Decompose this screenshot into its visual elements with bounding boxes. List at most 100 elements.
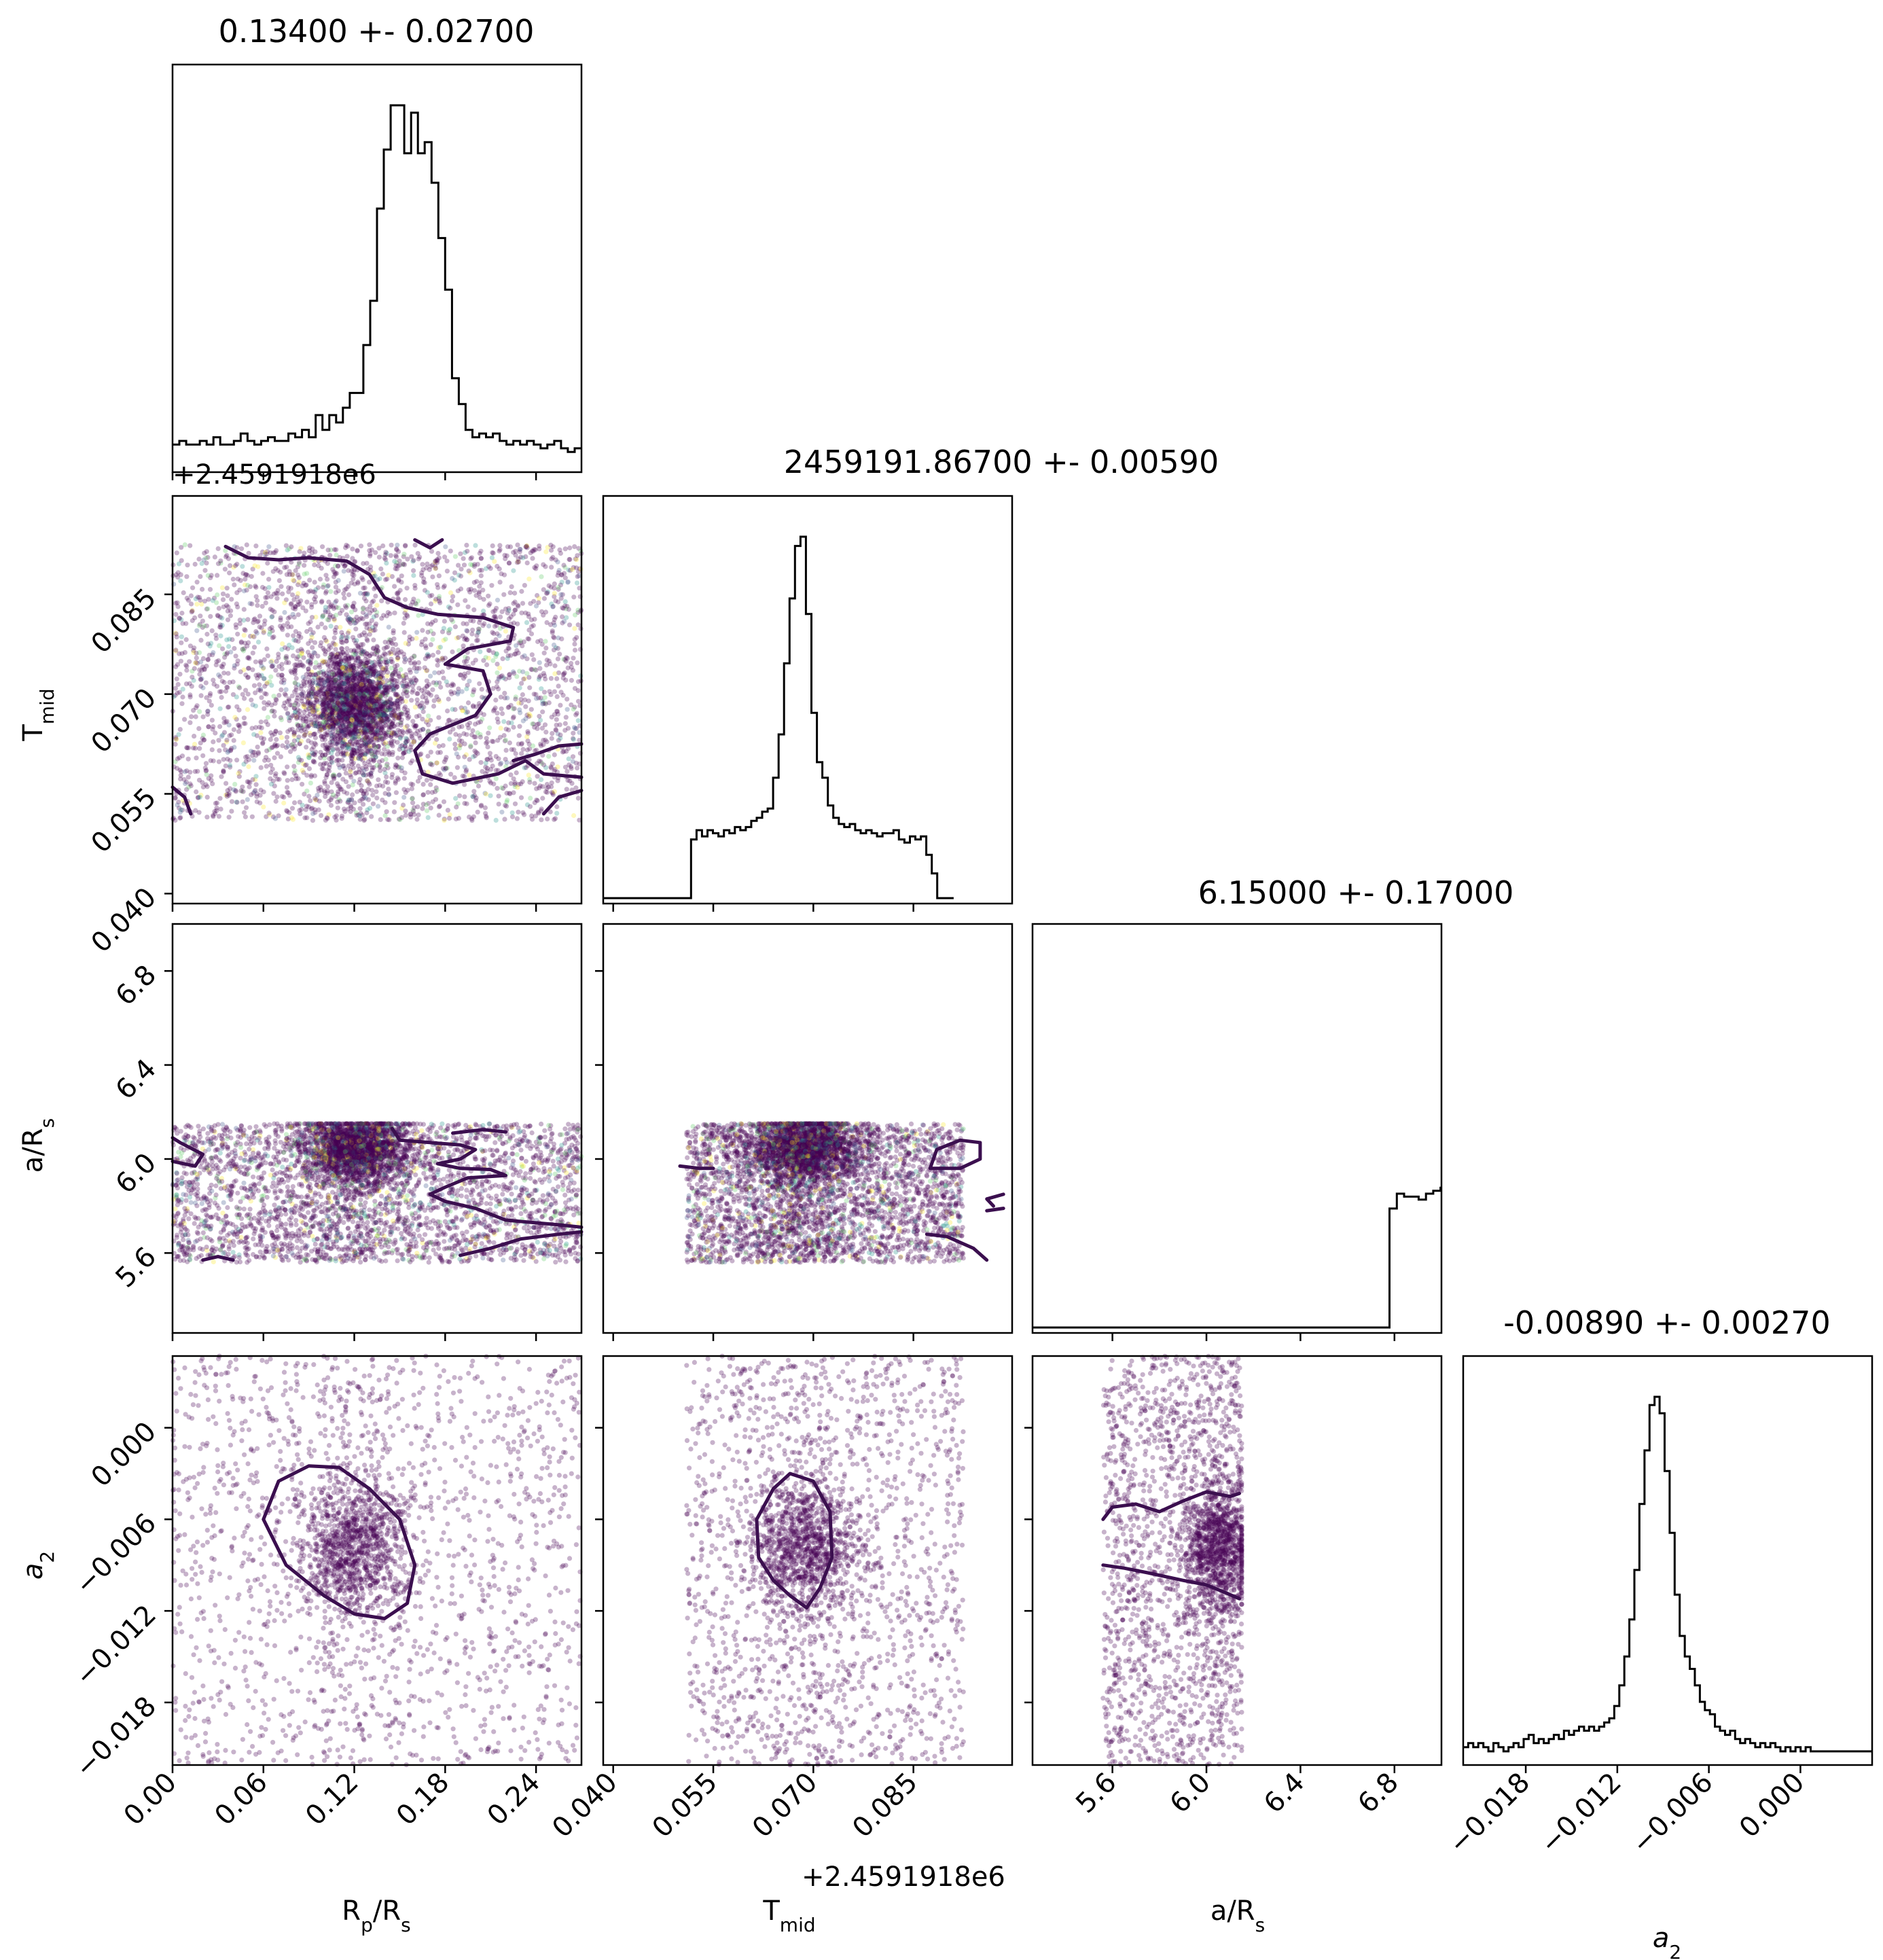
scatter-point (281, 800, 287, 806)
scatter-point (283, 654, 289, 659)
scatter-point (426, 713, 431, 719)
scatter-point (317, 576, 323, 582)
scatter-point (533, 667, 539, 673)
scatter-point (573, 612, 578, 618)
scatter-point (351, 662, 357, 668)
scatter-point (215, 573, 220, 578)
scatter-point (225, 650, 230, 656)
scatter-point (333, 630, 338, 636)
scatter-point (422, 588, 428, 593)
scatter-point (487, 648, 492, 654)
scatter-point (520, 718, 526, 724)
scatter-point (361, 596, 367, 601)
scatter-point (365, 787, 371, 792)
scatter-point (257, 682, 262, 688)
scatter-point (191, 708, 196, 713)
scatter-point (374, 789, 379, 794)
scatter-point (312, 717, 318, 723)
scatter-point (235, 658, 240, 664)
scatter-point (436, 804, 442, 810)
scatter-point (574, 580, 580, 586)
scatter-point (575, 796, 581, 801)
scatter-point (478, 573, 484, 579)
scatter-point (503, 648, 509, 654)
scatter-point (359, 652, 365, 657)
scatter-point (401, 561, 406, 567)
scatter-point (183, 662, 189, 668)
scatter-point (310, 758, 317, 764)
scatter-point (409, 786, 415, 791)
scatter-point (544, 657, 550, 663)
scatter-point (519, 741, 524, 746)
scatter-point (325, 548, 331, 553)
scatter-point (395, 591, 401, 596)
scatter-point (391, 628, 396, 633)
scatter-point (355, 675, 360, 681)
scatter-point (496, 686, 501, 692)
scatter-point (226, 556, 232, 561)
scatter-point (373, 735, 378, 741)
scatter-point (198, 677, 204, 683)
scatter-point (312, 594, 319, 600)
scatter-point (499, 809, 505, 815)
scatter-point (387, 611, 393, 617)
scatter-point (404, 724, 410, 729)
scatter-point (340, 607, 345, 613)
scatter-point (574, 711, 579, 716)
scatter-point (516, 741, 521, 747)
scatter-point (219, 679, 225, 684)
scatter-point (262, 683, 268, 689)
scatter-point (262, 622, 267, 627)
scatter-point (355, 656, 361, 661)
scatter-point (383, 757, 389, 762)
scatter-point (466, 725, 471, 730)
scatter-point (469, 732, 475, 738)
scatter-point (183, 681, 190, 687)
scatter-point (351, 673, 357, 679)
scatter-point (258, 730, 264, 735)
scatter-point (410, 599, 416, 605)
scatter-point (302, 702, 308, 707)
scatter-point (361, 713, 367, 718)
scatter-point (515, 542, 520, 548)
scatter-point (279, 735, 285, 741)
scatter-point (374, 698, 380, 704)
scatter-point (489, 555, 495, 560)
scatter-point (329, 660, 335, 665)
scatter-point (309, 635, 315, 640)
scatter-point (379, 751, 384, 757)
scatter-point (373, 721, 378, 727)
scatter-point (272, 713, 277, 719)
scatter-point (453, 816, 459, 822)
scatter-point (370, 792, 376, 798)
scatter-point (361, 725, 367, 731)
scatter-point (334, 598, 339, 604)
scatter-point (317, 798, 322, 804)
scatter-point (370, 702, 376, 707)
scatter-point (543, 549, 549, 554)
scatter-point (309, 747, 315, 752)
scatter-point (397, 817, 403, 823)
scatter-point (283, 687, 289, 692)
scatter-point (399, 573, 404, 579)
scatter-point (469, 555, 475, 560)
scatter-point (545, 816, 550, 822)
scatter-point (486, 593, 491, 599)
scatter-point (272, 816, 278, 821)
scatter-point (544, 662, 550, 668)
scatter-point (364, 778, 370, 783)
scatter-point (470, 794, 476, 799)
scatter-point (293, 629, 298, 635)
scatter-point (535, 592, 540, 599)
scatter-point (281, 794, 287, 800)
scatter-point (414, 817, 420, 822)
scatter-point (464, 542, 469, 548)
scatter-point (345, 630, 351, 636)
scatter-point (304, 599, 310, 605)
scatter-point (496, 756, 501, 762)
scatter-point (392, 677, 397, 683)
scatter-point (525, 729, 531, 734)
scatter-point (185, 756, 191, 762)
scatter-point (487, 725, 492, 730)
